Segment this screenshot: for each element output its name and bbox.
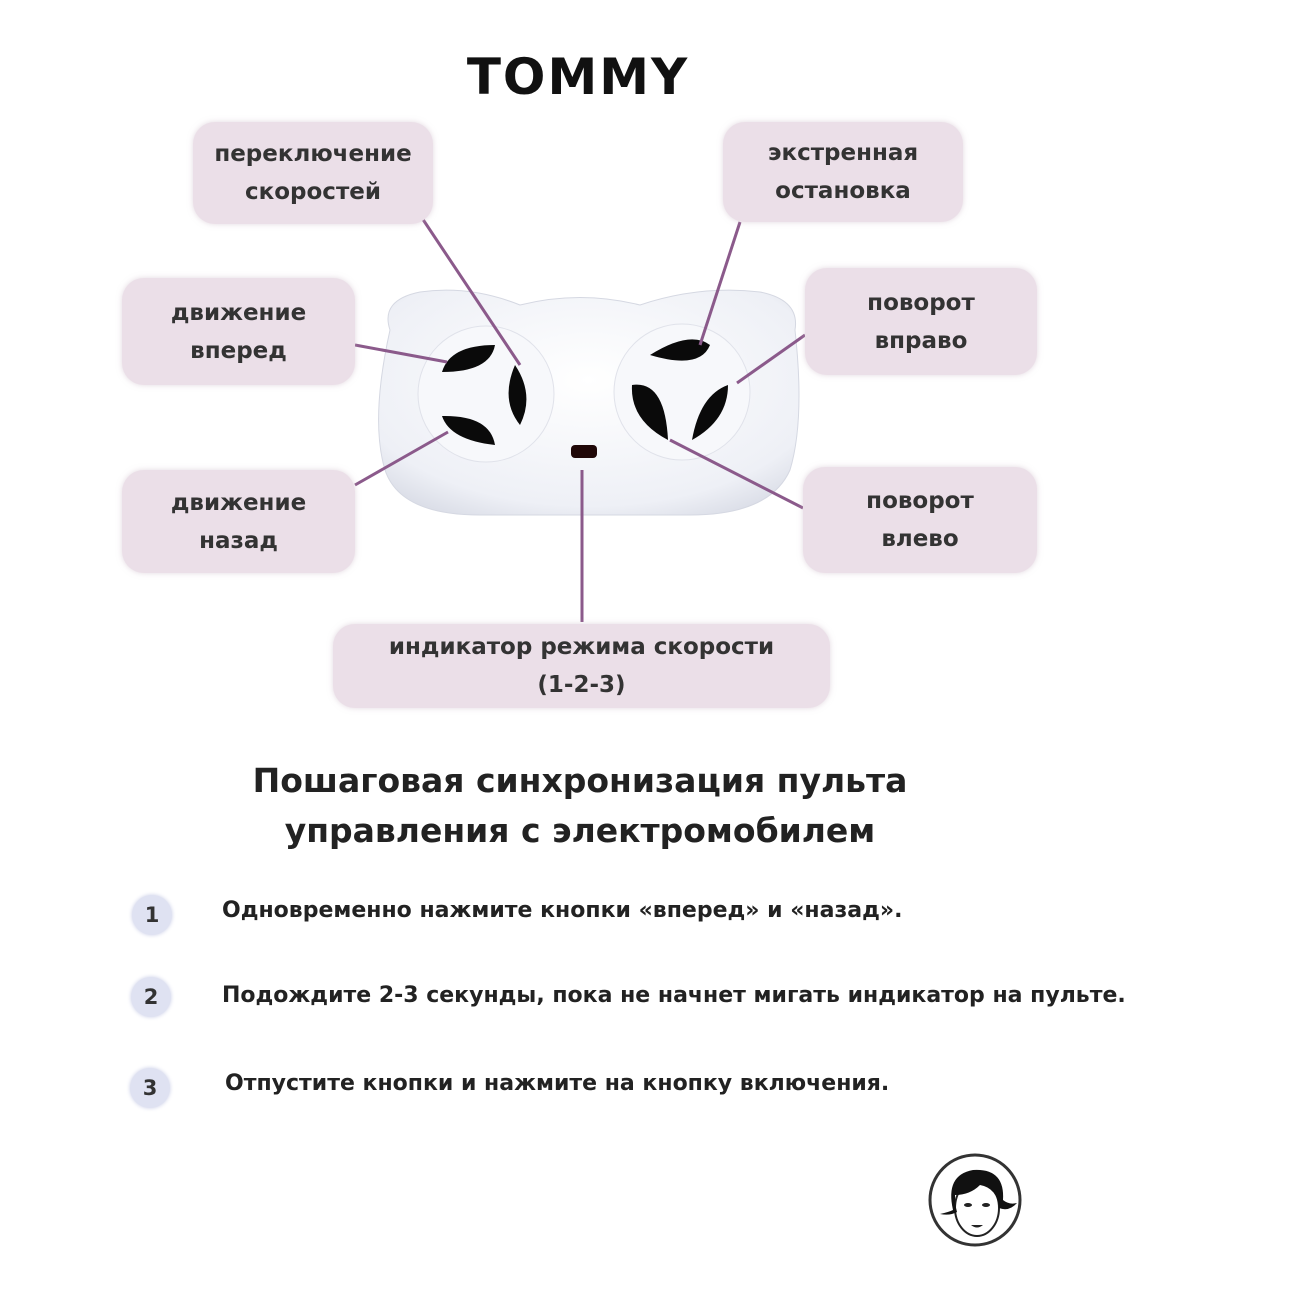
leader-line-turn-left [669,438,804,510]
step-text-1: Одновременно нажмите кнопки «вперед» и «… [222,898,903,923]
label-text: индикатор режима скорости (1-2-3) [388,634,775,698]
leader-line-backward [354,430,449,487]
section-title: Пошаговая синхронизация пульта управлени… [252,761,908,850]
emergency-stop-button [650,339,710,361]
label-text: поворот влево [866,488,974,552]
brand-logo: TOMMY [466,48,690,106]
step-number-2: 2 [131,977,171,1017]
leader-lines [354,214,806,622]
backward-button [442,415,495,445]
forward-button [442,345,495,372]
label-text: движение назад [170,489,307,554]
label-forward: движение вперед [122,278,355,385]
remote-control-image [378,289,800,516]
turn-right-button [692,385,728,440]
step-number-3: 3 [130,1068,170,1108]
step-text-3: Отпустите кнопки и нажмите на кнопку вкл… [225,1071,890,1096]
leader-line-turn-right [736,333,806,385]
speed-switch-button [508,365,527,425]
label-turn-left: поворот влево [803,467,1037,573]
label-turn-right: поворот вправо [805,268,1037,375]
step-text-2: Подождите 2-3 секунды, пока не начнет ми… [222,983,1126,1008]
turn-left-button [631,384,668,440]
remote-diagram [354,214,806,622]
girl-face-logo-icon [928,1153,1022,1247]
leader-line-forward [354,343,448,364]
speed-indicator-led [571,445,597,458]
step-number-1: 1 [132,895,172,935]
label-text: экстренная остановка [767,140,919,204]
label-speed-indicator: индикатор режима скорости (1-2-3) [333,624,830,708]
leader-line-speed-switch [418,214,522,366]
label-text: переключение скоростей [214,141,412,205]
label-emergency-stop: экстренная остановка [723,122,963,222]
label-speed-switch: переключение скоростей [193,122,433,224]
label-text: движение вперед [170,299,307,364]
label-text: поворот вправо [867,289,975,354]
leader-line-emergency-stop [698,221,742,346]
right-dial [613,323,751,461]
label-backward: движение назад [122,470,355,573]
